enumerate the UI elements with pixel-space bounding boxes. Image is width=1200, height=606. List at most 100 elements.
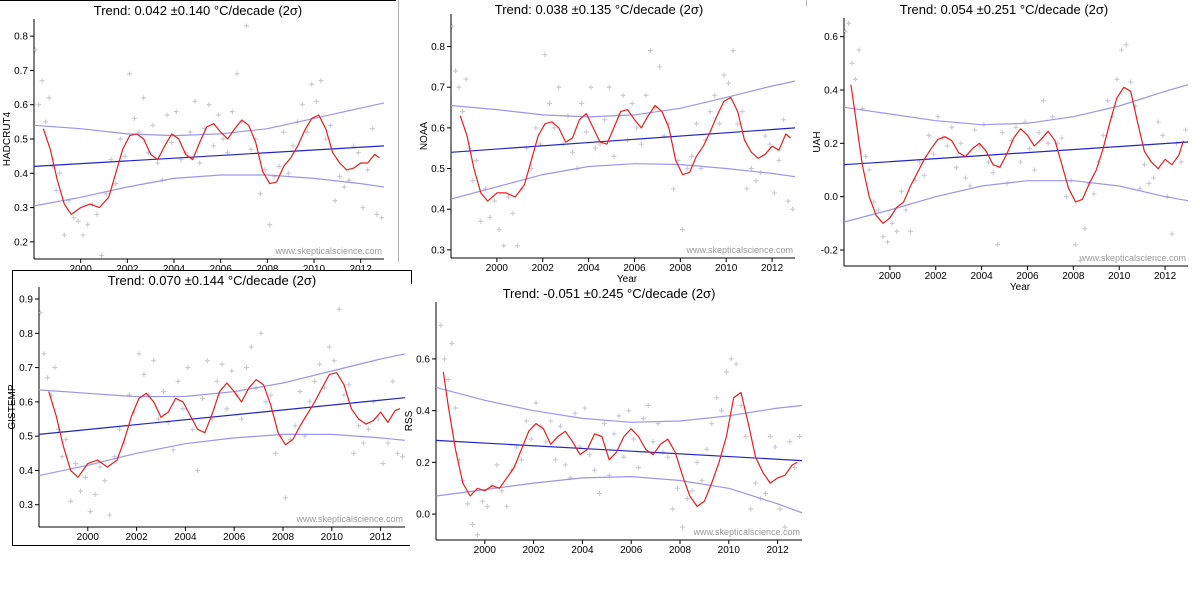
data-point [689, 153, 695, 159]
x-tick-label: 2008 [669, 263, 692, 274]
data-point [557, 423, 563, 429]
data-point [262, 167, 268, 173]
data-point [470, 178, 476, 184]
data-point [285, 170, 291, 176]
data-point [214, 378, 220, 384]
y-tick-label: 0.4 [19, 466, 33, 477]
data-point [660, 449, 666, 455]
data-point [995, 242, 1001, 248]
data-point [451, 23, 455, 29]
data-point [684, 496, 690, 502]
data-point [596, 490, 602, 496]
confidence-lower-line [451, 163, 795, 200]
data-point [97, 464, 103, 470]
x-tick-label: 2008 [256, 264, 279, 275]
data-point [1151, 175, 1157, 181]
confidence-upper-line [844, 84, 1188, 126]
data-point [141, 95, 147, 101]
data-point [790, 206, 795, 212]
data-point [548, 418, 554, 424]
data-point [714, 395, 720, 401]
data-point [156, 416, 162, 422]
data-point [173, 109, 179, 115]
watermark-text: www.skepticalscience.com [685, 245, 793, 255]
data-point [107, 512, 113, 518]
x-tick-label: 2010 [718, 545, 741, 556]
chart-title: Trend: -0.051 ±0.245 °C/decade (2σ) [502, 286, 716, 301]
x-tick-label: 2004 [970, 271, 993, 282]
trend-line [39, 397, 405, 435]
x-tick-label: 2008 [1062, 271, 1085, 282]
data-point [985, 159, 991, 165]
data-point [767, 141, 773, 147]
data-point [99, 253, 105, 259]
data-point [680, 227, 686, 233]
data-point [351, 450, 357, 456]
data-point [631, 436, 637, 442]
data-point [122, 153, 128, 159]
data-point [225, 150, 231, 156]
data-point [150, 122, 156, 128]
data-point [588, 84, 594, 90]
y-tick-label: 0.5 [19, 432, 33, 443]
data-point [229, 368, 235, 374]
data-point [380, 461, 386, 467]
data-point [670, 186, 676, 192]
data-point [332, 198, 338, 204]
data-point [515, 243, 521, 249]
data-point [871, 199, 877, 205]
y-axis-label: UAH [812, 131, 823, 152]
data-point [1114, 76, 1120, 82]
x-tick-label: 2006 [620, 545, 643, 556]
plot-area [39, 306, 405, 518]
data-point [542, 52, 548, 58]
x-tick-label: 2012 [350, 264, 373, 275]
data-point [621, 454, 627, 460]
data-point [297, 389, 303, 395]
data-point [219, 361, 225, 367]
data-point [108, 157, 114, 163]
y-axis-label: GISTEMP [7, 384, 18, 429]
data-point [1041, 98, 1047, 104]
data-point [972, 127, 978, 133]
data-point [579, 100, 585, 106]
y-tick-label: 0.6 [824, 32, 838, 43]
data-point [474, 532, 480, 538]
data-point [533, 400, 539, 406]
data-point [370, 399, 376, 405]
data-point [117, 426, 123, 432]
data-point [738, 402, 744, 408]
data-point [643, 92, 649, 98]
data-point [1073, 242, 1079, 248]
data-point [917, 159, 923, 165]
y-axis-label: RSS [404, 410, 415, 431]
y-tick-label: 0.8 [19, 329, 33, 340]
data-point [1031, 167, 1037, 173]
data-point [1178, 159, 1184, 165]
data-point [849, 60, 855, 66]
plot-area [436, 322, 802, 538]
data-point [1141, 162, 1147, 168]
smoothed-series-line [442, 371, 798, 507]
data-point [518, 457, 524, 463]
data-point [131, 115, 137, 121]
data-point [1169, 231, 1175, 237]
data-point [68, 498, 74, 504]
data-point [220, 136, 226, 142]
data-point [327, 122, 333, 128]
data-point [787, 439, 793, 445]
data-point [151, 358, 157, 364]
data-point [689, 488, 695, 494]
data-point [684, 166, 690, 172]
data-point [602, 117, 608, 123]
x-tick-label: 2000 [474, 545, 497, 556]
x-tick-label: 2002 [522, 545, 545, 556]
data-point [94, 211, 100, 217]
data-point [456, 84, 462, 90]
data-point [239, 416, 245, 422]
data-point [866, 167, 872, 173]
data-point [496, 227, 502, 233]
data-point [195, 467, 201, 473]
data-point [45, 375, 51, 381]
data-point [292, 423, 298, 429]
